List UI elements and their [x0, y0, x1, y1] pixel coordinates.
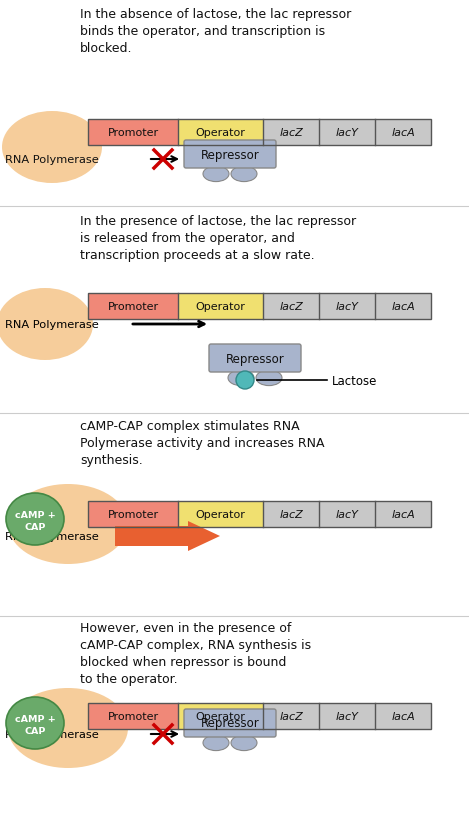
Text: However, even in the presence of
cAMP-CAP complex, RNA synthesis is
blocked when: However, even in the presence of cAMP-CA… — [80, 621, 311, 686]
Ellipse shape — [203, 166, 229, 182]
Bar — [88, 294, 178, 320]
Ellipse shape — [228, 371, 254, 386]
Text: RNA Polymerase: RNA Polymerase — [5, 729, 99, 739]
Text: lacA: lacA — [391, 301, 415, 311]
Text: Operator: Operator — [196, 509, 245, 519]
Text: lacZ: lacZ — [279, 711, 303, 721]
Text: Repressor: Repressor — [226, 352, 284, 365]
Bar — [319, 294, 375, 320]
Bar — [88, 502, 431, 527]
Ellipse shape — [231, 735, 257, 751]
Text: cAMP +: cAMP + — [15, 714, 55, 723]
Bar — [88, 502, 178, 527]
Text: Promoter: Promoter — [107, 128, 159, 137]
Text: lacZ: lacZ — [279, 301, 303, 311]
Text: lacY: lacY — [335, 509, 358, 519]
Bar — [319, 120, 375, 146]
Text: Operator: Operator — [196, 301, 245, 311]
Text: CAP: CAP — [24, 725, 45, 734]
Text: RNA Polymerase: RNA Polymerase — [5, 320, 99, 330]
Text: CAP: CAP — [24, 522, 45, 531]
Text: lacZ: lacZ — [279, 509, 303, 519]
Ellipse shape — [6, 493, 64, 546]
Text: lacA: lacA — [391, 509, 415, 519]
Bar — [263, 502, 319, 527]
Bar — [375, 294, 431, 320]
Ellipse shape — [0, 289, 93, 360]
Text: In the absence of lactose, the lac repressor
binds the operator, and transcripti: In the absence of lactose, the lac repre… — [80, 8, 351, 55]
Text: Lactose: Lactose — [332, 374, 378, 387]
FancyArrow shape — [115, 522, 220, 551]
Bar — [375, 703, 431, 729]
Bar — [263, 703, 319, 729]
Bar — [319, 703, 375, 729]
Text: Operator: Operator — [196, 128, 245, 137]
Text: RNA Polymerase: RNA Polymerase — [5, 532, 99, 542]
Ellipse shape — [6, 697, 64, 749]
Ellipse shape — [2, 112, 102, 184]
FancyBboxPatch shape — [209, 344, 301, 373]
Text: cAMP +: cAMP + — [15, 510, 55, 519]
Bar — [88, 294, 431, 320]
Text: cAMP-CAP complex stimulates RNA
Polymerase activity and increases RNA
synthesis.: cAMP-CAP complex stimulates RNA Polymera… — [80, 420, 325, 466]
Text: Promoter: Promoter — [107, 301, 159, 311]
Text: Operator: Operator — [196, 711, 245, 721]
Ellipse shape — [8, 484, 128, 565]
Bar — [178, 294, 263, 320]
Text: RNA Polymerase: RNA Polymerase — [5, 155, 99, 165]
Text: lacY: lacY — [335, 128, 358, 137]
FancyBboxPatch shape — [184, 141, 276, 169]
FancyBboxPatch shape — [184, 709, 276, 737]
Circle shape — [236, 372, 254, 389]
Text: lacA: lacA — [391, 128, 415, 137]
Ellipse shape — [203, 735, 229, 751]
Bar — [178, 703, 263, 729]
Bar — [375, 120, 431, 146]
Text: Promoter: Promoter — [107, 711, 159, 721]
Text: lacY: lacY — [335, 711, 358, 721]
Bar — [263, 120, 319, 146]
Bar — [88, 120, 431, 146]
Bar — [263, 294, 319, 320]
Text: Repressor: Repressor — [201, 717, 259, 729]
Text: In the presence of lactose, the lac repressor
is released from the operator, and: In the presence of lactose, the lac repr… — [80, 214, 356, 262]
Text: lacY: lacY — [335, 301, 358, 311]
Bar — [178, 120, 263, 146]
Text: lacA: lacA — [391, 711, 415, 721]
Text: Repressor: Repressor — [201, 148, 259, 161]
Text: Promoter: Promoter — [107, 509, 159, 519]
Ellipse shape — [231, 166, 257, 182]
Ellipse shape — [8, 688, 128, 768]
Bar — [178, 502, 263, 527]
Bar — [88, 120, 178, 146]
Bar — [375, 502, 431, 527]
Bar — [88, 703, 178, 729]
Text: lacZ: lacZ — [279, 128, 303, 137]
Ellipse shape — [256, 371, 282, 386]
Bar — [319, 502, 375, 527]
Bar — [88, 703, 431, 729]
